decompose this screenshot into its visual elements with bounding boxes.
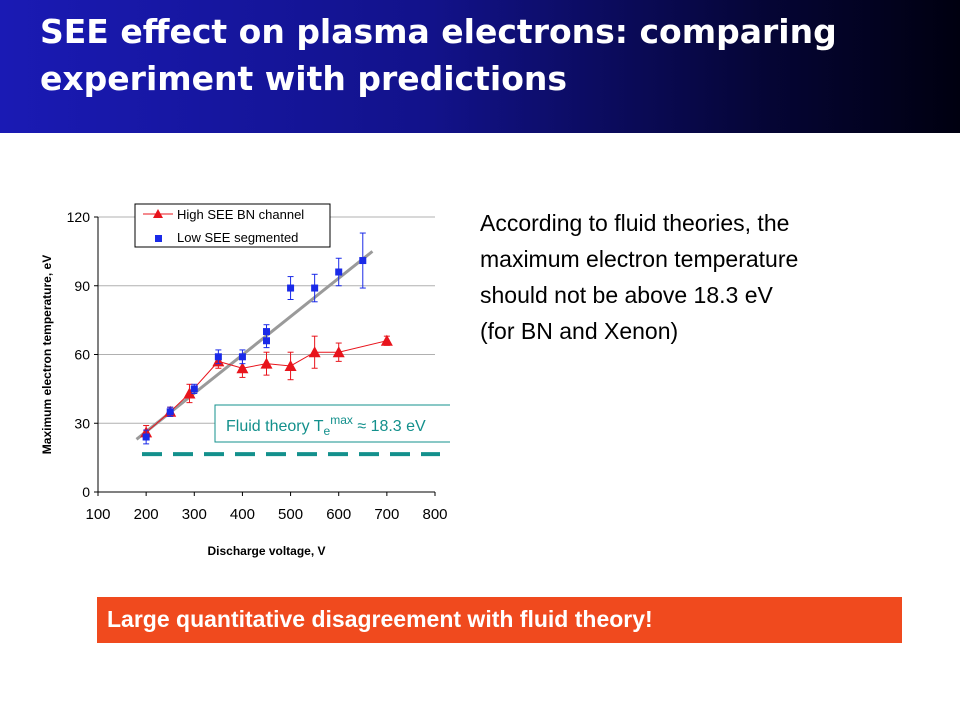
data-point <box>238 353 246 361</box>
annotation-box <box>214 404 450 443</box>
y-tick-label: 60 <box>74 347 90 363</box>
description-line-3: should not be above 18.3 eV <box>480 282 773 308</box>
y-tick-label: 120 <box>67 209 91 225</box>
slide-title-line-1: SEE effect on plasma electrons: comparin… <box>40 12 837 51</box>
y-tick-label: 30 <box>74 415 90 431</box>
x-tick-label: 600 <box>326 506 351 523</box>
data-point <box>190 385 198 393</box>
annotation-value: ≈ 18.3 eV <box>353 418 426 435</box>
annotation-text: Fluid theory Temax ≈ 18.3 eV <box>226 413 426 438</box>
data-point <box>332 346 345 358</box>
x-tick-label: 800 <box>422 506 447 523</box>
legend-box <box>134 203 331 248</box>
data-point <box>380 334 393 346</box>
legend-marker-square <box>155 235 162 242</box>
data-point <box>260 357 273 369</box>
data-point <box>142 433 150 441</box>
temperature-chart: 0 30 60 90 120 100 200 300 400 500 600 700 800 Discha… <box>40 203 450 558</box>
title-bar: SEE effect on plasma electrons: comparin… <box>0 0 960 133</box>
description-text: According to fluid theories, the maximum… <box>480 205 940 349</box>
legend: High SEE BN channel Low SEE segmented <box>134 203 331 248</box>
data-point <box>359 257 367 265</box>
annotation-superscript: max <box>330 413 353 427</box>
description-line-4: (for BN and Xenon) <box>480 318 679 344</box>
x-tick-label: 400 <box>230 506 255 523</box>
slide-title-line-2: experiment with predictions <box>40 59 568 98</box>
data-point <box>263 337 270 345</box>
x-tick-label: 200 <box>134 506 159 523</box>
series-line <box>145 340 387 433</box>
y-tick-label: 90 <box>74 278 90 294</box>
x-tick-label: 700 <box>374 506 399 523</box>
fit-line <box>135 250 374 441</box>
conclusion-banner: Large quantitative disagreement with flu… <box>97 597 902 643</box>
description-line-1: According to fluid theories, the <box>480 210 790 236</box>
y-tick-label: 0 <box>82 484 90 500</box>
data-point <box>287 284 295 292</box>
data-point <box>335 268 343 276</box>
annotation-subscript: e <box>324 424 331 438</box>
legend-label: High SEE BN channel <box>177 207 304 222</box>
slide-title: SEE effect on plasma electrons: comparin… <box>40 8 940 102</box>
x-tick-label: 300 <box>182 506 207 523</box>
theory-annotation: Fluid theory Temax ≈ 18.3 eV <box>214 404 450 443</box>
annotation-label: Fluid theory T <box>226 418 324 435</box>
data-point <box>284 359 297 371</box>
data-point <box>263 328 270 336</box>
data-point <box>166 408 174 416</box>
legend-label: Low SEE segmented <box>177 230 298 245</box>
series-low-see <box>142 232 367 445</box>
x-tick-label: 100 <box>85 506 110 523</box>
data-point <box>236 362 249 374</box>
data-point <box>311 284 319 292</box>
data-point <box>308 346 321 358</box>
conclusion-text: Large quantitative disagreement with flu… <box>107 606 653 632</box>
data-point <box>214 353 222 361</box>
x-axis-label: Discharge voltage, V <box>207 544 325 558</box>
y-axis-label: Maximum electron temperature, eV <box>40 255 54 454</box>
x-tick-label: 500 <box>278 506 303 523</box>
legend-marker-triangle <box>153 209 163 218</box>
data-point <box>183 387 196 399</box>
description-line-2: maximum electron temperature <box>480 246 799 272</box>
